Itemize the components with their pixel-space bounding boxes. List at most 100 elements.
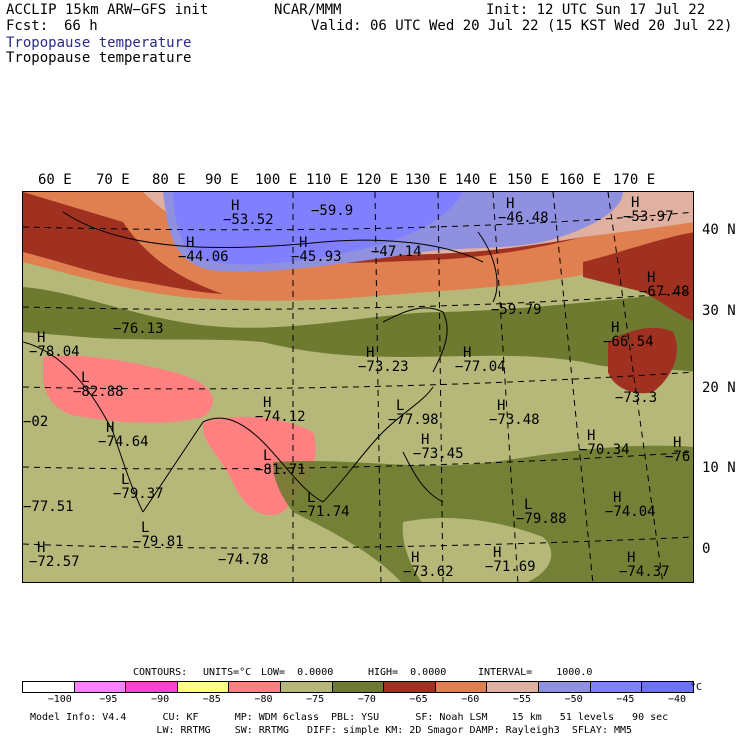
color-bar-swatch <box>74 682 127 692</box>
contours-label: CONTOURS: <box>133 667 188 678</box>
map-extremum-mark: L <box>396 398 404 414</box>
color-bar-tick: −50 <box>564 694 583 705</box>
model-title: ACCLIP 15km ARW−GFS init <box>6 2 209 18</box>
map-svg: H−53.52−59.9H−44.06H−45.93 −47.14H−46.48H… <box>23 192 693 582</box>
map-value-label: −74.64 <box>98 434 149 450</box>
map-value-label: −59.9 <box>311 203 353 219</box>
color-bar-swatch <box>487 682 540 692</box>
olive-patch-sw <box>402 518 552 582</box>
map-value-label: −78.04 <box>29 344 80 360</box>
map-value-label: −79.37 <box>113 486 164 502</box>
color-bar-swatch <box>435 682 488 692</box>
map-value-label: −73.62 <box>403 564 454 580</box>
map-value-label: −67.48 <box>639 284 690 300</box>
color-bar-swatch <box>229 682 282 692</box>
color-bar-tick: −45 <box>616 694 635 705</box>
high-label: HIGH= 0.0000 <box>368 667 447 678</box>
fcst-label: Fcst: <box>6 18 49 34</box>
map-value-label: −66.54 <box>603 334 654 350</box>
units-label: UNITS=°C <box>203 667 252 678</box>
pink-low-india <box>43 355 213 423</box>
map-extremum-mark: L <box>141 520 149 536</box>
coastlines <box>23 211 498 513</box>
map-extremum-mark: H <box>299 235 307 251</box>
longitude-label: 170 E <box>613 172 656 188</box>
map-extremum-mark: L <box>524 497 532 513</box>
map-value-label: −74.37 <box>619 564 670 580</box>
map-extremum-mark: H <box>186 235 194 251</box>
map-extremum-mark: H <box>613 490 621 506</box>
map-extremum-mark: H <box>37 330 45 346</box>
map-extremum-mark: L <box>81 370 89 386</box>
map-extremum-mark: H <box>411 550 419 566</box>
color-bar-tick: −65 <box>409 694 428 705</box>
map-extremum-mark: H <box>673 435 681 451</box>
map-value-label: −81.71 <box>255 462 306 478</box>
map-value-label: −71.74 <box>299 504 350 520</box>
map-extremum-mark: L <box>121 472 129 488</box>
dark-olive-band <box>23 287 693 372</box>
color-bar-tick: −100 <box>47 694 72 705</box>
color-bar-swatch <box>642 682 693 692</box>
map-extremum-mark: H <box>231 198 239 214</box>
center-label: NCAR/MMM <box>274 2 342 18</box>
fcst-value: 66 h <box>64 18 98 34</box>
map-value-label: −74.78 <box>218 552 269 568</box>
longitude-label: 110 E <box>306 172 349 188</box>
map-extremum-mark: H <box>497 398 505 414</box>
longitude-label: 130 E <box>405 172 448 188</box>
map-extremum-mark: H <box>631 195 639 211</box>
map-value-label: −44.06 <box>178 249 229 265</box>
color-bar-tick: −90 <box>151 694 170 705</box>
latitude-label: 0 <box>702 541 711 557</box>
map-extremum-mark: H <box>421 432 429 448</box>
map-panel: H −53.52 −59.9 H −44.06 H −45.93 −47.14 H −46.48 H… <box>22 191 694 583</box>
latitude-label: 30 N <box>702 303 736 319</box>
color-bar <box>22 681 694 693</box>
longitude-label: 100 E <box>255 172 298 188</box>
map-value-label: −79.88 <box>516 511 567 527</box>
longitude-label: 160 E <box>559 172 602 188</box>
init-time: Init: 12 UTC Sun 17 Jul 22 <box>486 2 706 18</box>
map-extremum-mark: H <box>506 196 514 212</box>
map-extremum-mark: H <box>263 395 271 411</box>
latitude-label: 40 N <box>702 222 736 238</box>
map-extremum-mark: H <box>587 428 595 444</box>
color-bar-swatch <box>281 682 333 692</box>
map-extremum-mark: H <box>106 420 114 436</box>
map-value-label: −79.81 <box>133 534 184 550</box>
map-value-label: −59.79 <box>491 302 542 318</box>
color-bar-swatch <box>332 682 385 692</box>
longitude-label: 140 E <box>455 172 498 188</box>
map-value-label: −77.98 <box>388 412 439 428</box>
low-label: LOW= 0.0000 <box>261 667 334 678</box>
map-extremum-mark: H <box>627 550 635 566</box>
map-value-label: −74.04 <box>605 504 656 520</box>
color-bar-tick: −80 <box>254 694 273 705</box>
color-bar-swatch <box>590 682 643 692</box>
color-bar-tick: −75 <box>306 694 325 705</box>
map-extremum-mark: H <box>493 545 501 561</box>
color-bar-swatch <box>23 682 75 692</box>
field-title-blue: Tropopause temperature <box>6 35 192 51</box>
longitude-label: 80 E <box>152 172 186 188</box>
map-value-label: −46.48 <box>498 210 549 226</box>
map-value-label: −77.04 <box>455 359 506 375</box>
blue-region <box>173 192 463 265</box>
dark-red-right <box>583 232 693 322</box>
model-info-line2: LW: RRTMG SW: RRTMG DIFF: simple KM: 2D … <box>30 725 633 736</box>
map-extremum-mark: H <box>366 345 374 361</box>
latitude-label: 10 N <box>702 460 736 476</box>
map-value-label: −53.97 <box>623 209 674 225</box>
color-bar-tick: −85 <box>202 694 221 705</box>
graticule-lines <box>23 192 693 582</box>
color-bar-unit: °C <box>690 682 703 693</box>
map-value-label: −72.57 <box>29 554 80 570</box>
map-extremum-mark: H <box>611 320 619 336</box>
field-title: Tropopause temperature <box>6 50 192 66</box>
map-value-label: −53.52 <box>223 212 274 228</box>
color-bar-tick: −95 <box>99 694 118 705</box>
dark-red-blob <box>608 327 677 394</box>
interval-label: INTERVAL= 1000.0 <box>478 667 593 678</box>
map-value-label: −73.48 <box>489 412 540 428</box>
